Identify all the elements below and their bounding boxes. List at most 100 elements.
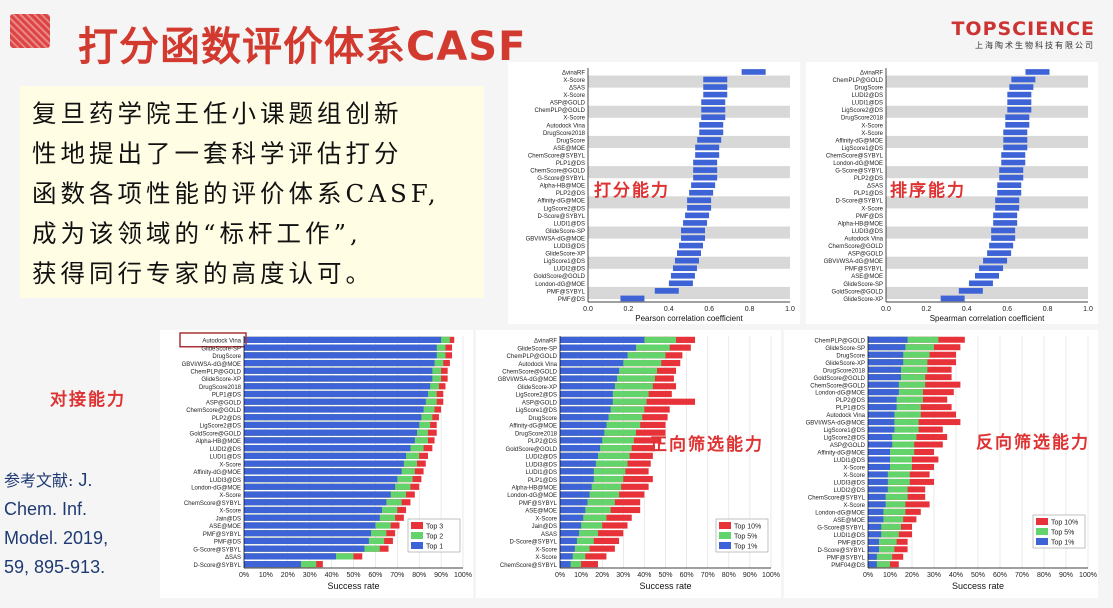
y-tick-label: PLP1@DS xyxy=(556,161,585,167)
bar-segment xyxy=(244,390,428,398)
x-axis-label: Success rate xyxy=(639,581,691,591)
x-tick-label: 0.8 xyxy=(745,306,755,313)
bar-segment xyxy=(560,460,596,467)
bar-segment xyxy=(244,383,431,390)
x-tick-label: 90% xyxy=(743,572,757,579)
bar-segment xyxy=(868,441,893,448)
y-tick-label: ChemPLP@GOLD xyxy=(507,354,558,360)
y-tick-label: ASP@GOLD xyxy=(848,252,884,258)
y-tick-label: X-Score xyxy=(861,131,883,137)
y-tick-label: PMF@DS xyxy=(214,540,241,546)
legend-swatch xyxy=(1036,518,1048,525)
reverse-screening-chart-panel: ChemPLP@GOLD GlideScore-SP DrugScore GlideS… xyxy=(784,330,1098,598)
bar xyxy=(991,235,1016,241)
y-tick-label: X-Score xyxy=(861,123,883,129)
legend-swatch xyxy=(411,532,423,539)
y-tick-label: ChemScore@GOLD xyxy=(810,383,865,389)
bar xyxy=(1003,144,1028,151)
legend-label: Top 10% xyxy=(734,524,761,531)
bar-segment xyxy=(244,445,411,452)
y-tick-label: GoldScore@GOLD xyxy=(832,289,884,295)
bar xyxy=(968,280,993,287)
bar-segment xyxy=(868,523,901,530)
x-tick-label: 10% xyxy=(259,572,273,579)
y-tick-label: ASP@GOLD xyxy=(550,101,586,107)
bar-segment xyxy=(868,516,884,523)
legend-label: Top 1 xyxy=(426,544,443,551)
label-reverse: 反向筛选能力 xyxy=(976,433,1090,453)
x-tick-label: 60% xyxy=(993,572,1007,579)
y-tick-label: ASE@MOE xyxy=(209,524,241,530)
bar xyxy=(681,235,706,241)
bar-segment xyxy=(868,404,897,411)
x-tick-label: 0% xyxy=(555,572,565,579)
bar-segment xyxy=(560,375,617,382)
y-tick-label: ASE@MOE xyxy=(525,509,557,515)
x-tick-label: 100% xyxy=(454,572,472,579)
bar-segment xyxy=(560,499,588,506)
bar-segment xyxy=(244,367,433,374)
bar-segment xyxy=(244,499,387,506)
brand-subtitle: 上海陶术生物科技有限公司 xyxy=(975,41,1095,50)
bar-segment xyxy=(868,411,921,418)
bar-segment xyxy=(244,491,391,498)
y-tick-label: DrugScore2018 xyxy=(199,385,242,391)
bar-segment xyxy=(868,456,890,463)
brand-logo: TOPSCIENCE 上海陶术生物科技有限公司 xyxy=(951,18,1095,51)
y-tick-label: PLP2@DS xyxy=(528,439,557,445)
bar-segment xyxy=(868,531,882,538)
spearman-chart-panel: ΔvinaRF ChemPLP@GOLD DrugScore LUDI2@DS LUDI… xyxy=(806,62,1098,324)
bar-segment xyxy=(868,538,897,545)
y-tick-label: GBVI/WSA-dG@MOE xyxy=(806,421,865,427)
bar xyxy=(677,250,701,256)
x-tick-label: 40% xyxy=(325,572,339,579)
y-tick-label: LUDI3@DS xyxy=(554,244,585,250)
y-tick-label: ChemPLP@GOLD xyxy=(191,370,242,376)
bar xyxy=(701,114,726,121)
y-tick-label: GBVI/WSA-dG@MOE xyxy=(526,236,585,242)
y-tick-label: GoldScore@GOLD xyxy=(534,274,586,280)
bar-segment xyxy=(560,491,590,498)
y-tick-label: G-Score@SYBYL xyxy=(835,169,883,175)
y-tick-label: LUDI1@DS xyxy=(554,221,585,227)
y-tick-label: LigScore1@DS xyxy=(824,428,865,434)
pearson-chart-panel: ΔvinaRF X-Score ΔSAS X-Score ASP@GOLD ChemPLP… xyxy=(508,62,800,324)
bar-segment xyxy=(244,514,380,521)
y-tick-label: ChemScore@SYBYL xyxy=(808,496,866,502)
x-tick-label: 0% xyxy=(863,572,873,579)
bar xyxy=(703,91,728,98)
bar xyxy=(703,84,728,90)
bar-segment xyxy=(868,381,899,388)
bar-segment xyxy=(560,398,613,405)
y-tick-label: LUDI1@DS xyxy=(834,458,865,464)
y-tick-label: LigScore2@DS xyxy=(824,436,865,442)
bar xyxy=(674,257,699,264)
bar xyxy=(1007,106,1032,113)
grid-band xyxy=(886,135,1088,149)
y-tick-label: Alpha-HB@MOE xyxy=(196,439,241,445)
y-tick-label: ASE@MOE xyxy=(851,274,883,280)
brand-name: TOPSCIENCE xyxy=(951,18,1095,40)
bar-segment xyxy=(560,514,584,521)
y-tick-label: GlideScore-SP xyxy=(201,346,241,352)
bar-segment xyxy=(868,374,901,381)
y-tick-label: GoldScore@GOLD xyxy=(190,431,242,437)
bar xyxy=(687,197,712,204)
legend-swatch xyxy=(719,532,731,539)
bar-segment xyxy=(868,546,895,553)
bar-segment xyxy=(560,336,645,343)
x-tick-label: 30% xyxy=(616,572,630,579)
y-tick-label: PLP1@DS xyxy=(212,393,241,399)
x-tick-label: 0.0 xyxy=(881,306,891,313)
bar-segment xyxy=(560,537,594,545)
y-tick-label: ASP@GOLD xyxy=(522,400,558,406)
y-tick-label: G-Score@SYBYL xyxy=(537,176,585,182)
bar xyxy=(693,159,718,166)
bar-segment xyxy=(560,545,590,552)
y-tick-label: LigScore2@DS xyxy=(544,206,585,212)
bar-segment xyxy=(868,531,899,538)
y-tick-label: X-Score xyxy=(535,547,557,553)
y-tick-label: ΔvinaRF xyxy=(860,70,883,76)
